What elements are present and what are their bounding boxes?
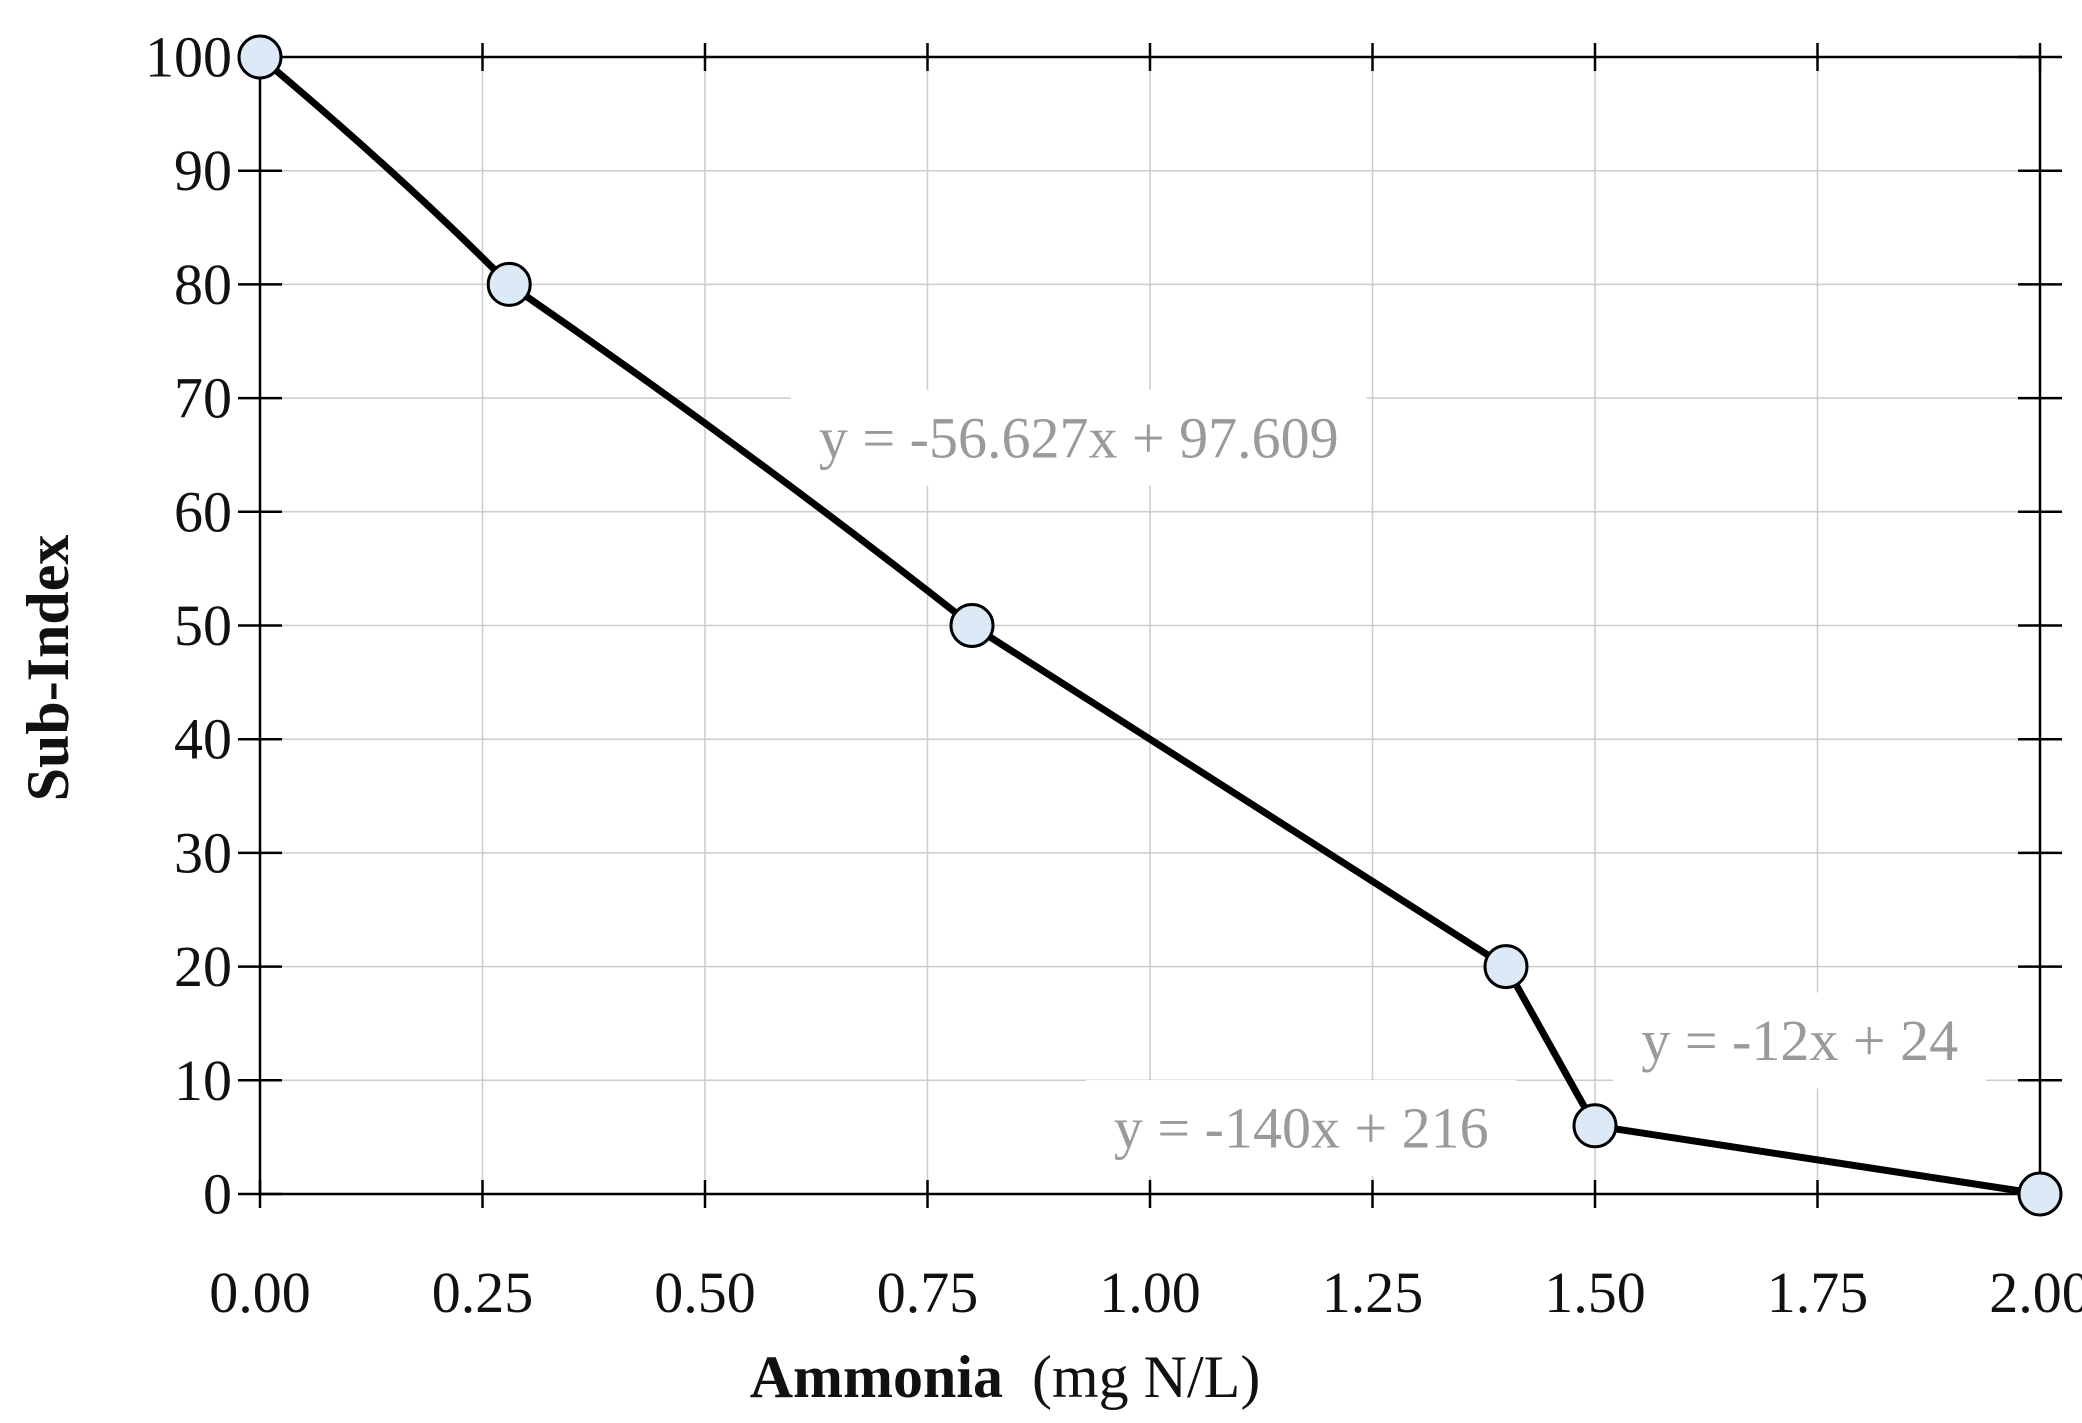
y-tick-label: 0 [203, 1162, 232, 1227]
series-line [256, 53, 2044, 1198]
equation-label-background [790, 389, 1367, 486]
x-axis-title: Ammonia (mg N/L) [750, 1344, 1261, 1410]
y-tick-label: 100 [145, 25, 232, 90]
data-point [1483, 944, 1529, 990]
equation-label-text: y = -56.627x + 97.609 [819, 405, 1339, 470]
equation-label: y = -56.627x + 97.609 [790, 389, 1367, 486]
data-point [949, 603, 995, 648]
x-tick-label: 1.75 [1767, 1260, 1869, 1325]
y-tick-label: 50 [174, 593, 232, 658]
x-axis-title-unit: (mg N/L) [1032, 1344, 1260, 1410]
x-tick-label: 0.50 [654, 1260, 756, 1325]
y-tick-label: 70 [174, 366, 232, 431]
tick-labels: 0.00 0.25 0.50 0.75 1.00 1.25 1.50 1.75 2.00 0 10 2… [145, 25, 2082, 1326]
y-tick-label: 30 [174, 820, 232, 885]
x-tick-label: 1.00 [1099, 1260, 1201, 1325]
equation-label: y = -140x + 216 [1085, 1080, 1517, 1177]
y-axis-title: Sub-Index [15, 535, 81, 802]
equation-label-background [1613, 992, 1987, 1089]
y-tick-label: 20 [174, 934, 232, 999]
equation-label-text: y = -140x + 216 [1114, 1096, 1489, 1161]
x-tick-label: 1.25 [1322, 1260, 1424, 1325]
data-point [486, 261, 532, 307]
data-point [2017, 1171, 2063, 1217]
y-tick-label: 60 [174, 479, 232, 544]
x-tick-label: 0.75 [877, 1260, 979, 1325]
y-tick-label: 10 [174, 1048, 232, 1113]
data-point [1572, 1103, 1618, 1149]
equation-label-background [1085, 1080, 1517, 1177]
x-axis-title-bold: Ammonia [750, 1344, 1003, 1410]
plot-frame [238, 43, 2062, 1208]
x-tick-label: 1.50 [1544, 1260, 1646, 1325]
x-tick-label: 2.00 [1989, 1260, 2082, 1325]
equation-label-text: y = -12x + 24 [1641, 1008, 1958, 1073]
data-series [237, 34, 2063, 1217]
x-tick-label: 0.25 [432, 1260, 534, 1325]
y-tick-label: 90 [174, 138, 232, 203]
y-tick-label: 40 [174, 707, 232, 772]
annotations: y = -56.627x + 97.609 y = -12x + 24 y = -1… [790, 389, 1987, 1177]
y-tick-label: 80 [174, 252, 232, 317]
equation-label: y = -12x + 24 [1613, 992, 1987, 1089]
x-tick-label: 0.00 [209, 1260, 311, 1325]
data-point [237, 34, 283, 80]
